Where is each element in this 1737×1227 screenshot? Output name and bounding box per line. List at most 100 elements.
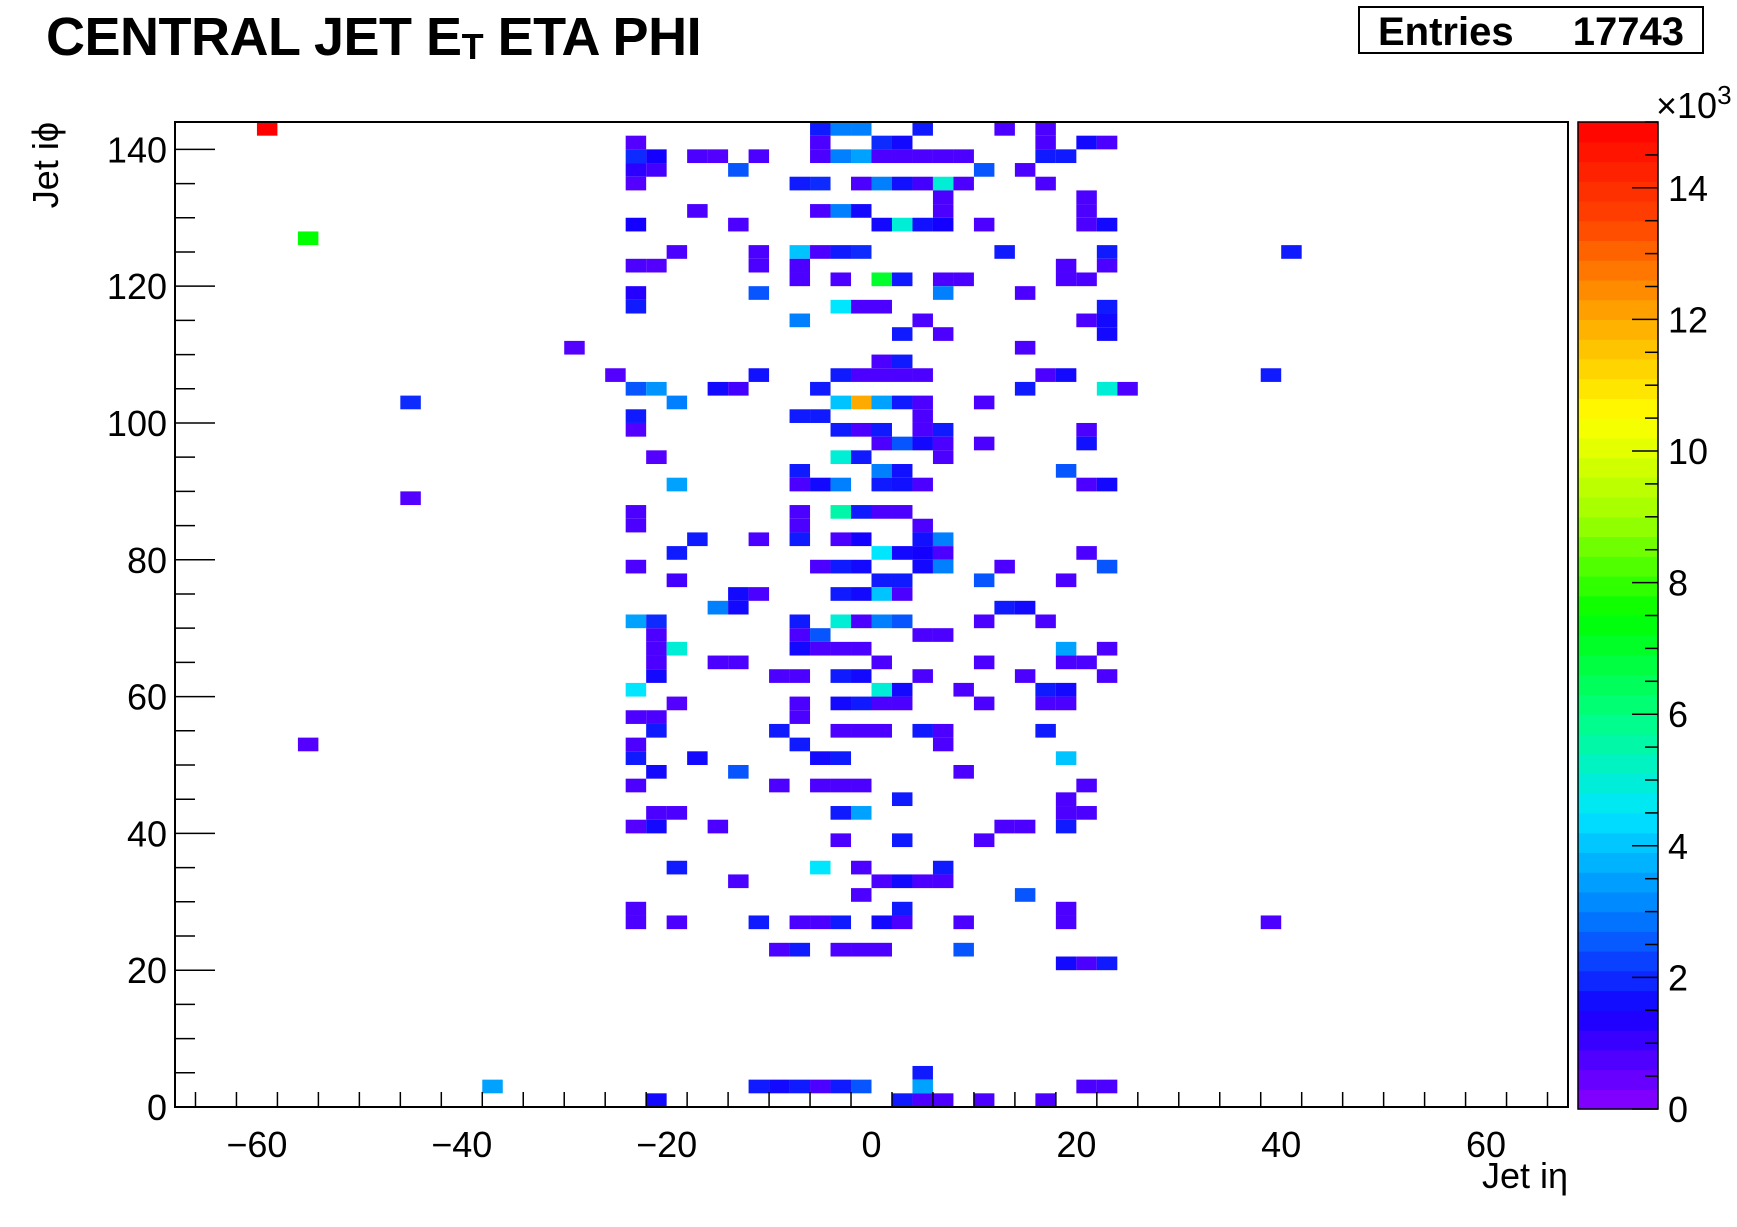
heatmap-cell	[1035, 176, 1056, 191]
heatmap-cell	[871, 915, 892, 930]
heatmap-cell	[1076, 272, 1097, 287]
heatmap-cell	[1076, 190, 1097, 205]
color-scale-band	[1578, 279, 1658, 301]
heatmap-cell	[748, 286, 770, 300]
heatmap-cell	[851, 669, 872, 683]
heatmap-cell	[871, 176, 892, 191]
heatmap-cell	[891, 505, 913, 519]
color-scale-band	[1578, 615, 1658, 636]
color-scale-band	[1578, 260, 1658, 281]
heatmap-cell	[728, 381, 749, 396]
color-scale-band	[1578, 1030, 1658, 1051]
heatmap-cell	[871, 546, 892, 560]
heatmap-cell	[728, 163, 749, 177]
heatmap-cell	[912, 1079, 933, 1094]
x-tick-label: −20	[636, 1124, 697, 1165]
heatmap-cell	[400, 395, 421, 410]
heatmap-cell	[1055, 792, 1077, 807]
heatmap-cell	[871, 272, 892, 287]
heatmap-cell	[932, 1093, 954, 1107]
heatmap-cell	[891, 436, 913, 451]
heatmap-cell	[871, 368, 892, 382]
color-scale-band	[1578, 536, 1658, 557]
color-scale-frame	[1577, 121, 1659, 1110]
heatmap-cell	[953, 682, 974, 697]
heatmap-cell	[748, 915, 770, 930]
color-scale-tick-label: 0	[1668, 1089, 1688, 1130]
heatmap-cell	[830, 122, 852, 136]
heatmap-cell	[830, 559, 852, 574]
heatmap-cell	[932, 190, 954, 205]
heatmap-cell	[1014, 600, 1036, 615]
heatmap-cell	[912, 669, 933, 683]
heatmap-cell	[1096, 217, 1118, 232]
heatmap-cell	[932, 436, 954, 451]
heatmap-cell	[1096, 258, 1118, 273]
heatmap-cell	[666, 546, 688, 560]
heatmap-cell	[912, 368, 933, 382]
heatmap-cell	[625, 381, 647, 396]
heatmap-cell	[769, 669, 790, 683]
heatmap-cell	[851, 614, 872, 629]
heatmap-cell	[891, 833, 913, 848]
color-scale-band	[1578, 793, 1658, 814]
heatmap-cell	[297, 737, 319, 752]
color-scale-band	[1578, 970, 1658, 992]
heatmap-cell	[769, 1079, 790, 1094]
heatmap-cell	[932, 874, 954, 889]
heatmap-cell	[789, 710, 811, 724]
heatmap-cell	[728, 764, 749, 779]
heatmap-cell	[851, 149, 872, 164]
color-scale-band	[1578, 1049, 1658, 1071]
color-scale-band	[1578, 773, 1658, 794]
heatmap-cell	[1014, 819, 1036, 834]
color-scale-multiplier-exp: 3	[1717, 80, 1731, 110]
heatmap-cell	[625, 614, 647, 629]
color-scale-band	[1578, 200, 1658, 222]
heatmap-cell	[789, 245, 811, 259]
heatmap-cell	[830, 272, 852, 287]
heatmap-cell	[851, 723, 872, 738]
heatmap-cell	[789, 641, 811, 656]
heatmap-cell	[973, 217, 995, 232]
heatmap-cell	[830, 915, 852, 930]
heatmap-cell	[256, 122, 278, 136]
heatmap-cell	[810, 778, 831, 793]
stats-box: Entries 17743	[1358, 6, 1704, 54]
heatmap-cell	[953, 176, 974, 191]
color-scale-band	[1578, 990, 1658, 1011]
heatmap-cell	[625, 409, 647, 423]
heatmap-cell	[851, 587, 872, 601]
heatmap-cell	[625, 286, 647, 300]
heatmap-cell	[789, 628, 811, 642]
heatmap-cell	[830, 778, 852, 793]
heatmap-cell	[810, 860, 831, 875]
color-scale-band	[1578, 753, 1658, 775]
color-scale-band	[1578, 733, 1658, 755]
heatmap-cell	[789, 464, 811, 478]
heatmap-cell	[646, 641, 667, 656]
heatmap-cell	[871, 682, 892, 697]
heatmap-cell	[687, 751, 708, 765]
heatmap-cell	[707, 655, 729, 670]
heatmap-cell	[1260, 368, 1282, 382]
heatmap-cell	[891, 217, 913, 232]
heatmap-cell	[1076, 1079, 1097, 1094]
heatmap-cell	[789, 409, 811, 423]
heatmap-cell	[625, 176, 647, 191]
heatmap-cell	[625, 163, 647, 177]
color-scale-band	[1578, 1069, 1658, 1090]
heatmap-cell	[932, 450, 954, 465]
heatmap-cell	[1055, 751, 1077, 765]
heatmap-cell	[1014, 381, 1036, 396]
heatmap-cell	[687, 204, 708, 218]
heatmap-cell	[830, 450, 852, 465]
heatmap-cell	[932, 286, 954, 300]
heatmap-cell	[769, 723, 790, 738]
heatmap-cell	[871, 422, 892, 437]
heatmap-cell	[830, 614, 852, 629]
heatmap-cell	[1055, 149, 1077, 164]
heatmap-cell	[625, 559, 647, 574]
heatmap-cell	[646, 163, 667, 177]
y-tick-label: 140	[107, 129, 167, 170]
